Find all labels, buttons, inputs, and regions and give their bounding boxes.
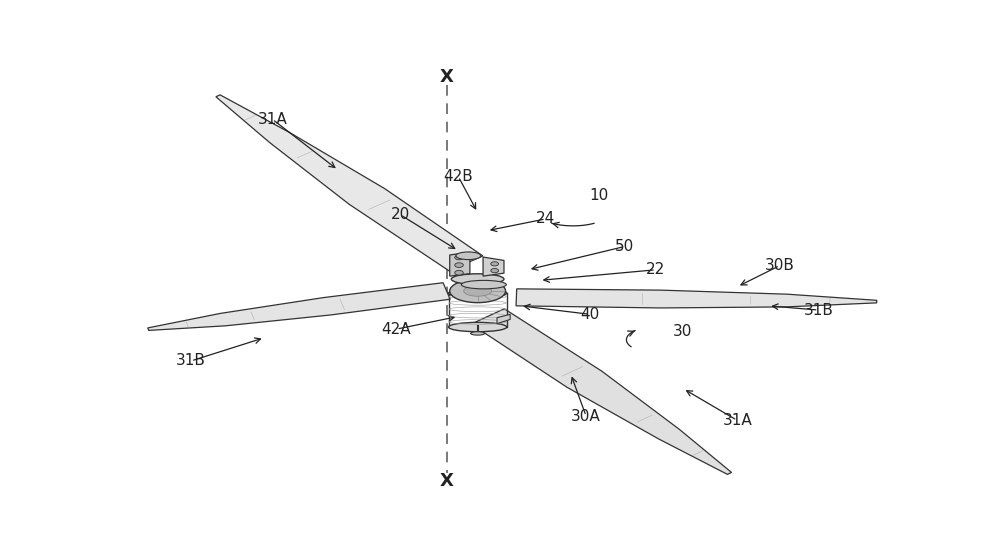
- Text: 31A: 31A: [257, 112, 287, 127]
- Circle shape: [491, 268, 499, 273]
- Ellipse shape: [456, 252, 481, 260]
- Text: 40: 40: [580, 307, 600, 322]
- Ellipse shape: [464, 286, 492, 296]
- Text: 24: 24: [536, 212, 555, 226]
- Circle shape: [455, 255, 463, 260]
- Text: 31A: 31A: [722, 413, 752, 428]
- Text: X: X: [440, 472, 454, 490]
- Text: 22: 22: [646, 262, 666, 277]
- Circle shape: [455, 263, 463, 267]
- Ellipse shape: [461, 280, 506, 289]
- Polygon shape: [216, 95, 483, 271]
- Ellipse shape: [449, 322, 507, 332]
- Text: 42B: 42B: [443, 169, 473, 184]
- Circle shape: [455, 271, 463, 275]
- Circle shape: [491, 262, 499, 266]
- Text: 31B: 31B: [176, 354, 206, 369]
- Polygon shape: [148, 283, 450, 331]
- Ellipse shape: [471, 332, 485, 335]
- Ellipse shape: [450, 279, 506, 302]
- Polygon shape: [450, 252, 470, 276]
- Text: 10: 10: [590, 188, 609, 203]
- Text: 42A: 42A: [381, 322, 411, 337]
- Polygon shape: [497, 314, 510, 323]
- Text: 30A: 30A: [571, 409, 601, 424]
- Text: 31B: 31B: [804, 302, 834, 317]
- Text: 20: 20: [390, 207, 410, 222]
- Text: 30B: 30B: [765, 258, 795, 273]
- Polygon shape: [471, 309, 732, 474]
- Polygon shape: [516, 289, 877, 308]
- Text: 50: 50: [615, 239, 635, 254]
- Ellipse shape: [451, 274, 504, 284]
- Polygon shape: [483, 257, 504, 276]
- Text: X: X: [440, 68, 454, 86]
- Text: 30: 30: [673, 324, 693, 339]
- Ellipse shape: [449, 288, 507, 298]
